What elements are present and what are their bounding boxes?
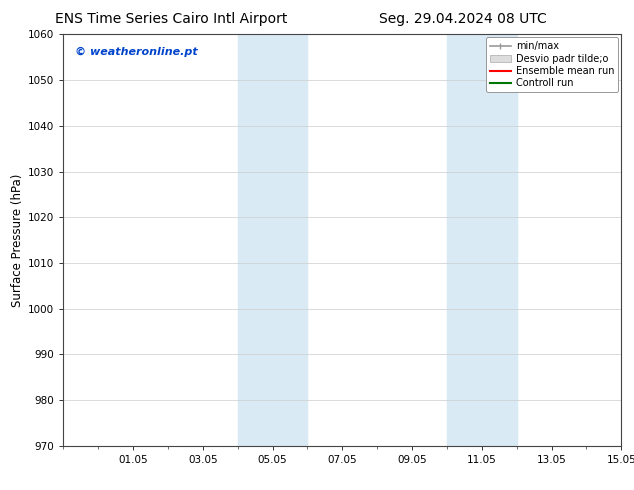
Text: Seg. 29.04.2024 08 UTC: Seg. 29.04.2024 08 UTC	[379, 12, 547, 26]
Bar	[447, 34, 482, 446]
Bar	[482, 34, 517, 446]
Legend: min/max, Desvio padr tilde;o, Ensemble mean run, Controll run: min/max, Desvio padr tilde;o, Ensemble m…	[486, 37, 618, 92]
Bar	[273, 34, 307, 446]
Y-axis label: Surface Pressure (hPa): Surface Pressure (hPa)	[11, 173, 24, 307]
Text: © weatheronline.pt: © weatheronline.pt	[75, 47, 197, 57]
Text: ENS Time Series Cairo Intl Airport: ENS Time Series Cairo Intl Airport	[55, 12, 287, 26]
Bar	[238, 34, 273, 446]
